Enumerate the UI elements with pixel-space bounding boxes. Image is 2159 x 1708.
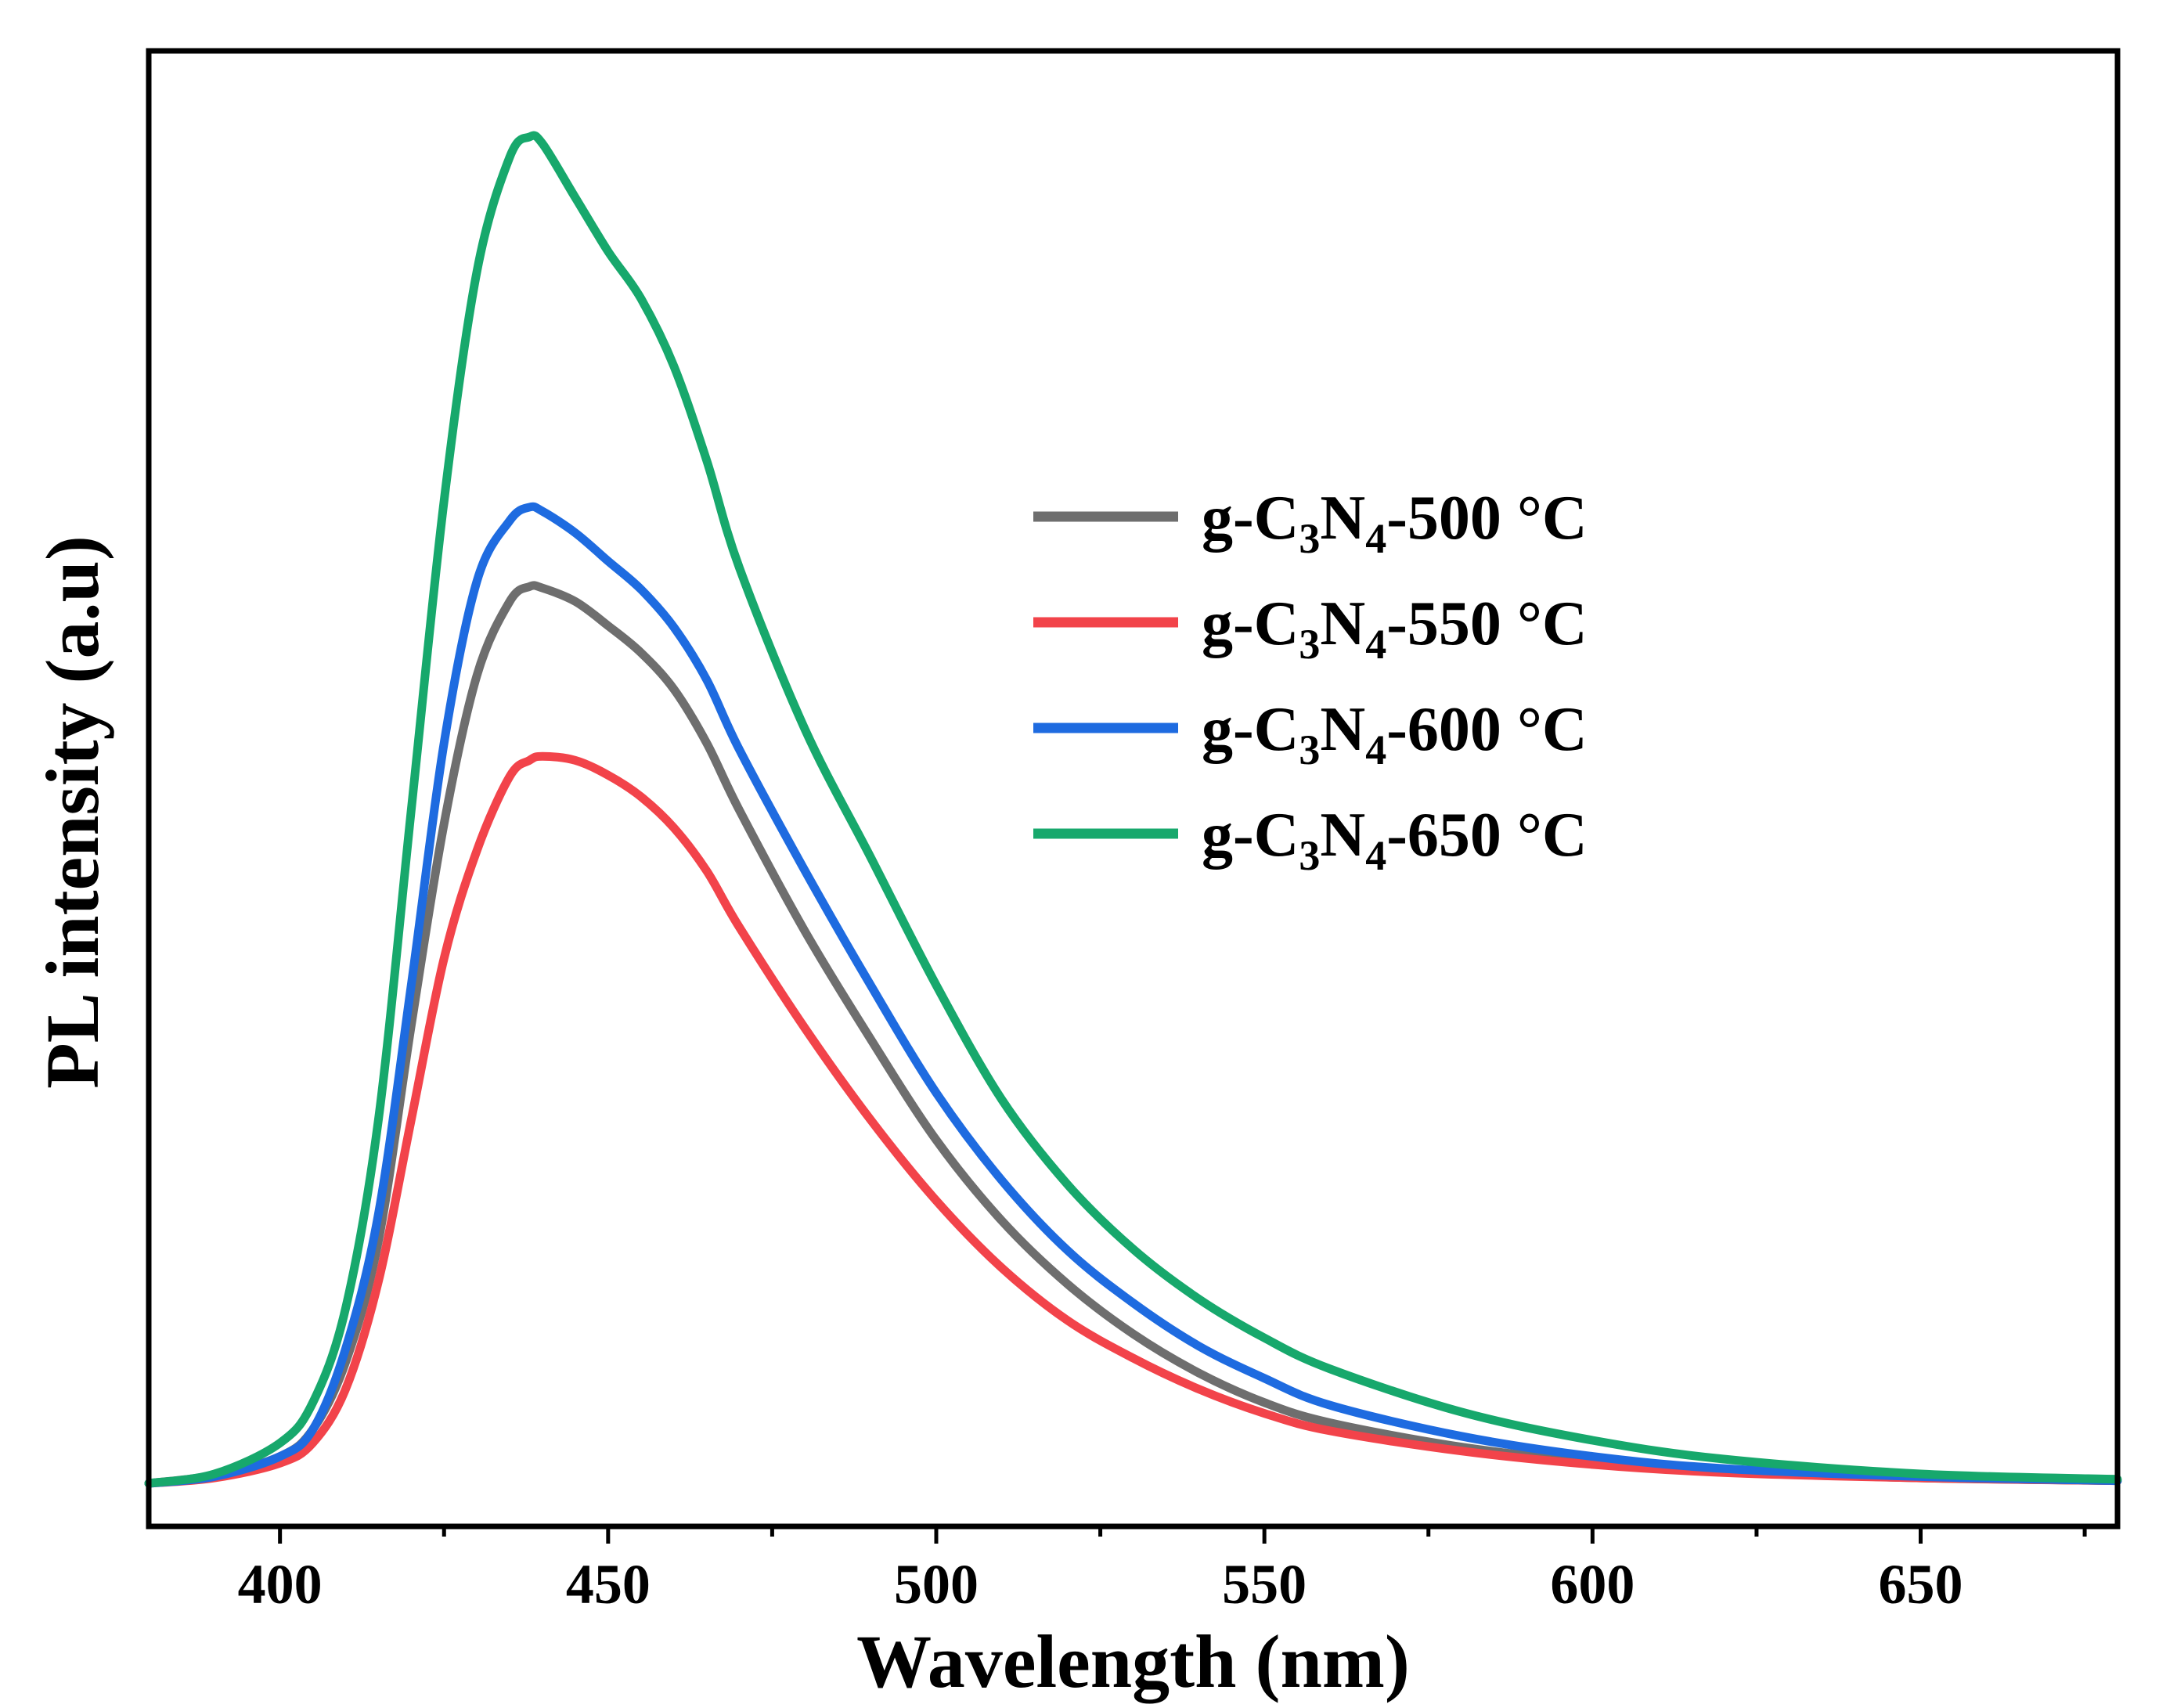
- legend: g-C3N4-500 °Cg-C3N4-550 °Cg-C3N4-600 °Cg…: [1033, 484, 1588, 879]
- x-tick-label: 550: [1222, 1553, 1307, 1616]
- legend-item-4: g-C3N4-650 °C: [1033, 801, 1588, 879]
- legend-label: g-C3N4-550 °C: [1202, 589, 1588, 668]
- legend-item-1: g-C3N4-500 °C: [1033, 484, 1588, 562]
- legend-subscript: 3: [1299, 621, 1320, 668]
- legend-item-3: g-C3N4-600 °C: [1033, 695, 1588, 773]
- legend-text-part: g-C: [1202, 589, 1299, 658]
- series-line-4: [144, 131, 2122, 1488]
- legend-text-part: -600 °C: [1386, 695, 1587, 764]
- y-axis-title: PL intensity (a.u): [31, 535, 114, 1089]
- legend-label: g-C3N4-600 °C: [1202, 695, 1588, 773]
- legend-text-part: g-C: [1202, 484, 1299, 553]
- legend-item-2: g-C3N4-550 °C: [1033, 589, 1588, 668]
- x-tick-label: 400: [238, 1553, 323, 1616]
- x-tick-label: 500: [894, 1553, 979, 1616]
- series-line-1: [144, 581, 2122, 1488]
- legend-text-part: N: [1320, 589, 1365, 658]
- legend-subscript: 4: [1365, 515, 1386, 562]
- legend-text-part: N: [1320, 801, 1365, 870]
- legend-text-part: -500 °C: [1386, 484, 1587, 553]
- legend-subscript: 4: [1365, 832, 1386, 879]
- legend-subscript: 4: [1365, 621, 1386, 668]
- legend-label: g-C3N4-650 °C: [1202, 801, 1588, 879]
- legend-label: g-C3N4-500 °C: [1202, 484, 1588, 562]
- plot-frame: [146, 48, 2121, 1530]
- legend-text-part: g-C: [1202, 801, 1299, 870]
- legend-subscript: 3: [1299, 832, 1320, 879]
- x-tick-label: 450: [566, 1553, 651, 1616]
- legend-subscript: 3: [1299, 515, 1320, 562]
- legend-text-part: -550 °C: [1386, 589, 1587, 658]
- series-layer: [144, 131, 2122, 1488]
- legend-subscript: 4: [1365, 726, 1386, 773]
- x-axis-ticks: 400 450 500 550 600 650: [238, 1526, 2087, 1616]
- legend-text-part: -650 °C: [1386, 801, 1587, 870]
- x-tick-label: 650: [1879, 1553, 1963, 1616]
- series-line-2: [144, 751, 2122, 1488]
- x-tick-label: 600: [1550, 1553, 1635, 1616]
- x-axis-title: Wavelength (nm): [856, 1620, 1410, 1703]
- legend-text-part: N: [1320, 484, 1365, 553]
- legend-subscript: 3: [1299, 726, 1320, 773]
- legend-text-part: g-C: [1202, 695, 1299, 764]
- legend-text-part: N: [1320, 695, 1365, 764]
- series-line-3: [144, 502, 2122, 1488]
